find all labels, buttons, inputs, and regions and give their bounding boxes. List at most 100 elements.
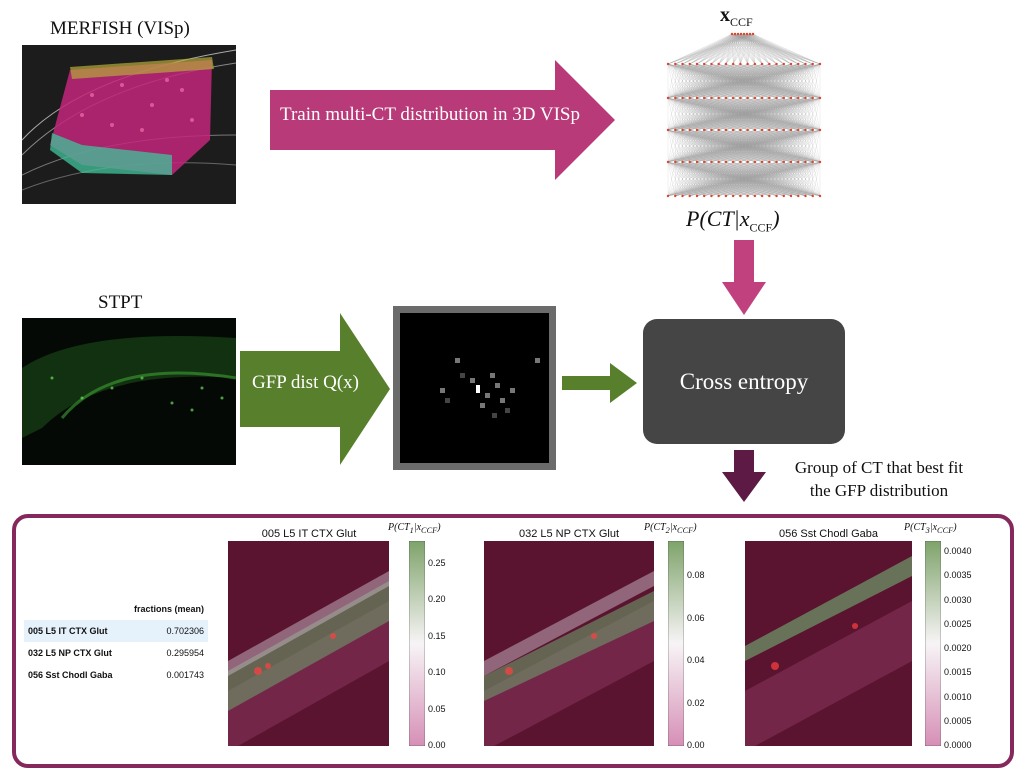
- network-edge: [762, 129, 821, 163]
- network-node: [674, 194, 677, 198]
- network-edge: [667, 129, 799, 163]
- network-node: [702, 96, 706, 100]
- network-edge: [812, 97, 821, 131]
- results-panel: [12, 514, 1014, 768]
- network-edge: [805, 97, 821, 131]
- network-node: [797, 62, 800, 66]
- network-edge: [737, 33, 755, 65]
- network-edge: [725, 33, 754, 65]
- network-edge: [689, 97, 821, 131]
- network-edge: [667, 129, 741, 163]
- table-row: 005 L5 IT CTX Glut 0.702306: [24, 620, 208, 642]
- network-edge: [752, 33, 755, 65]
- network-edge: [667, 129, 763, 163]
- network-edge: [743, 33, 755, 65]
- network-node: [746, 62, 749, 66]
- network-node: [688, 62, 691, 66]
- network-edge: [776, 161, 821, 197]
- network-edge: [667, 97, 813, 131]
- network-edge: [696, 97, 821, 131]
- probability-map: [228, 541, 389, 746]
- network-edge: [689, 33, 754, 65]
- network-edge: [667, 161, 821, 197]
- row-value: 0.702306: [147, 620, 208, 642]
- network-edge: [667, 97, 748, 131]
- network-edge: [805, 129, 821, 163]
- network-edge: [769, 97, 821, 131]
- network-edge: [675, 33, 742, 65]
- network-edge: [667, 63, 698, 99]
- tick-label: 0.0020: [944, 643, 972, 653]
- network-edge: [734, 33, 755, 65]
- network-edge: [776, 129, 821, 163]
- colorbar-label: P(CT1|xCCF): [388, 522, 441, 535]
- network-edge: [752, 33, 813, 65]
- network-edge: [667, 161, 763, 197]
- cross-entropy-label: Cross entropy: [679, 368, 809, 394]
- tick-label: 0.0010: [944, 691, 972, 702]
- network-edge: [704, 161, 821, 197]
- network-edge: [667, 63, 741, 99]
- network-edge: [667, 161, 784, 197]
- network-edge: [667, 63, 683, 99]
- network-edge: [746, 33, 813, 65]
- network-edge: [667, 161, 770, 197]
- fractions-table: fractions (mean) 005 L5 IT CTX Glut 0.70…: [24, 598, 208, 686]
- network-edge: [711, 97, 821, 131]
- network-edge: [711, 63, 821, 99]
- network-edge: [762, 161, 821, 197]
- tick-label: 0.05: [428, 703, 446, 714]
- network-node: [746, 128, 749, 132]
- colorbar: [668, 541, 684, 746]
- network-edge: [746, 33, 763, 65]
- network-edge: [675, 33, 751, 65]
- network-node: [717, 160, 720, 164]
- network-node: [782, 160, 786, 164]
- network-node: [731, 160, 735, 164]
- network-edge: [731, 33, 741, 65]
- network-node: [753, 62, 757, 66]
- network-edge: [769, 129, 821, 163]
- network-node: [681, 160, 684, 164]
- network-node: [681, 128, 684, 132]
- network-edge: [667, 63, 784, 99]
- network-node: [804, 62, 807, 66]
- network-node: [760, 194, 764, 198]
- network-node: [666, 96, 670, 100]
- network-edge: [725, 63, 821, 99]
- network-edge: [682, 33, 748, 65]
- network-edge: [675, 33, 748, 65]
- network-edge: [667, 161, 676, 197]
- network-node: [695, 62, 699, 66]
- colorbar-ticks: 0.25 0.20 0.15 0.10 0.05 0.00: [428, 558, 446, 750]
- network-node: [797, 96, 800, 100]
- network-edge: [711, 161, 821, 197]
- network-node: [717, 62, 720, 66]
- network-edge: [725, 161, 821, 197]
- network-edge: [667, 97, 777, 131]
- network-edge: [675, 33, 745, 65]
- network-node: [768, 62, 771, 66]
- network-node: [768, 128, 771, 132]
- network-node: [811, 194, 814, 198]
- network-edge: [740, 97, 821, 131]
- network-node: [818, 96, 822, 100]
- map-title: 056 Sst Chodl Gaba: [778, 528, 879, 540]
- network-edge: [667, 63, 821, 99]
- network-edge: [667, 129, 748, 163]
- network-edge: [731, 33, 748, 65]
- network-edge: [667, 97, 741, 131]
- network-edge: [696, 129, 821, 163]
- fractions-header: fractions (mean): [133, 604, 204, 614]
- network-edge: [754, 97, 821, 131]
- network-edge: [667, 129, 821, 163]
- network-node: [818, 128, 822, 132]
- network-node: [739, 96, 742, 100]
- network-edge: [704, 129, 821, 163]
- network-edge: [682, 33, 754, 65]
- colorbar-label: P(CT3|xCCF): [904, 522, 957, 535]
- probability-map: [745, 541, 912, 746]
- network-edge: [667, 161, 719, 197]
- network-edge: [667, 33, 745, 65]
- network-node: [717, 128, 720, 132]
